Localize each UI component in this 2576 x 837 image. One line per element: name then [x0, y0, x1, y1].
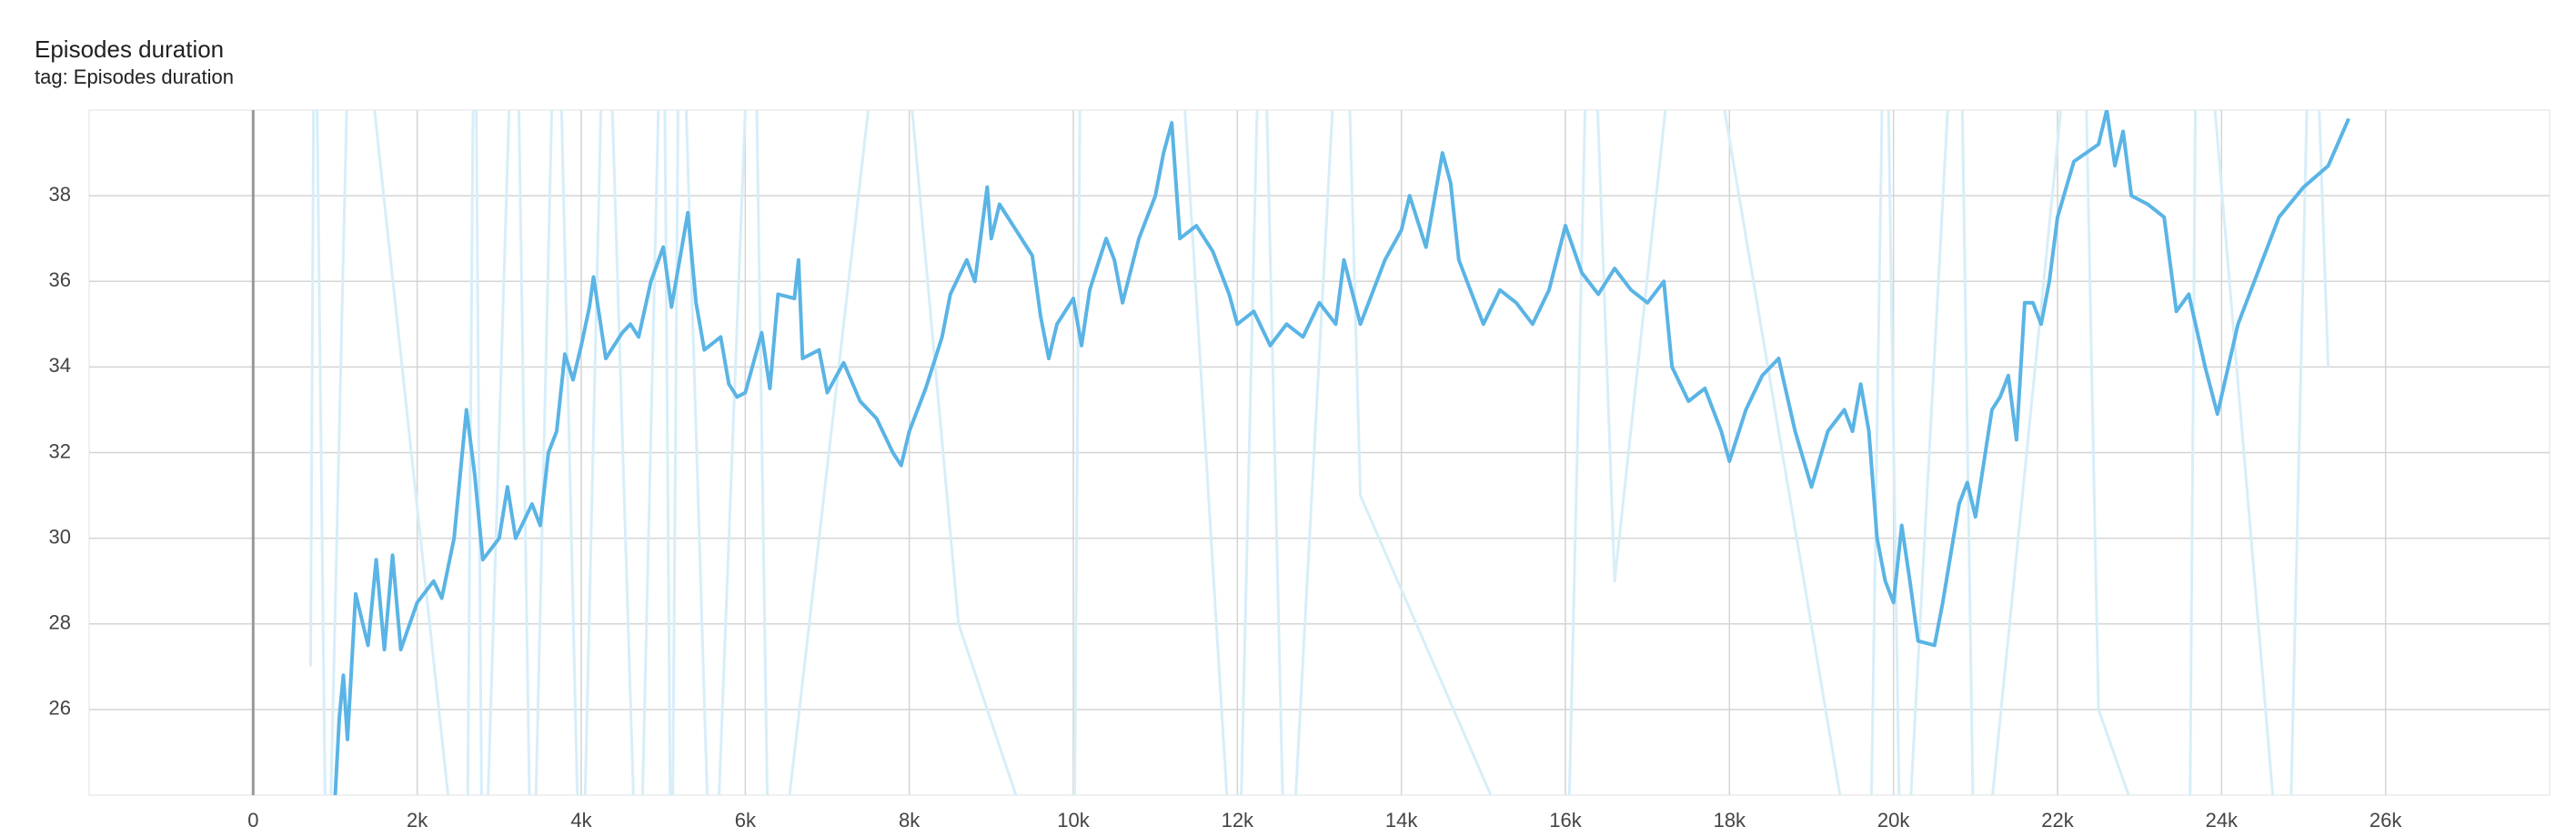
y-tick-label: 34	[49, 354, 71, 377]
x-tick-label: 10k	[1057, 809, 1090, 832]
x-tick-label: 6k	[735, 809, 757, 832]
x-tick-label: 8k	[899, 809, 921, 832]
x-tick-label: 22k	[2041, 809, 2074, 832]
smoothed-line	[333, 110, 2350, 795]
chart-subtitle: tag: Episodes duration	[35, 66, 234, 88]
x-tick-label: 26k	[2370, 809, 2402, 832]
chart-title: Episodes duration	[35, 35, 224, 63]
x-tick-label: 16k	[1549, 809, 1582, 832]
raw-line	[308, 110, 2330, 795]
y-tick-label: 36	[49, 268, 71, 291]
y-tick-label: 30	[49, 525, 71, 548]
x-tick-label: 14k	[1385, 809, 1418, 832]
y-tick-label: 26	[49, 697, 71, 720]
x-tick-label: 12k	[1222, 809, 1254, 832]
x-tick-label: 0	[247, 809, 258, 832]
x-tick-label: 2k	[407, 809, 428, 832]
y-tick-label: 38	[49, 183, 71, 206]
y-tick-label: 32	[49, 439, 71, 462]
x-tick-label: 20k	[1877, 809, 1910, 832]
x-tick-label: 18k	[1714, 809, 1746, 832]
x-tick-label: 4k	[570, 809, 592, 832]
y-tick-label: 28	[49, 611, 71, 634]
x-tick-label: 24k	[2206, 809, 2239, 832]
plot-layer	[308, 110, 2350, 795]
